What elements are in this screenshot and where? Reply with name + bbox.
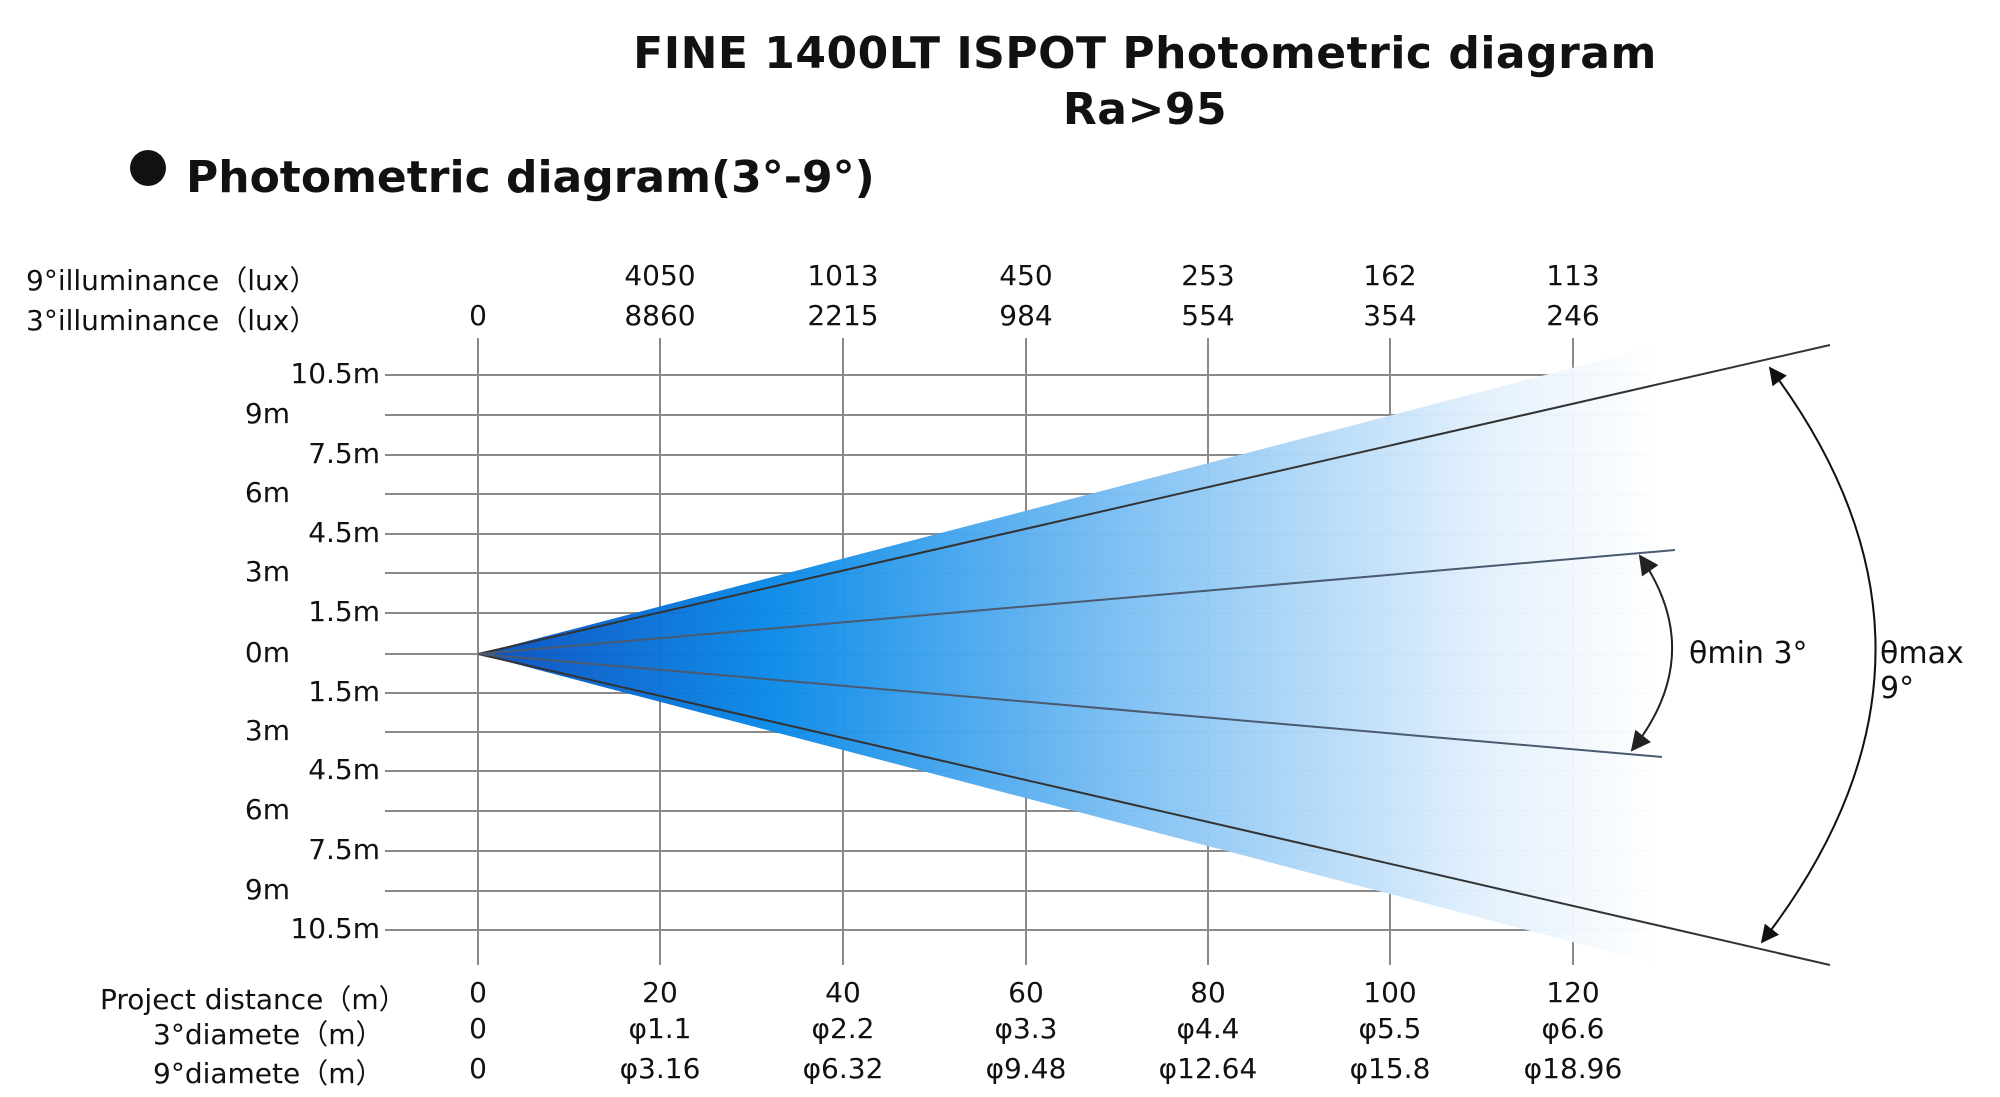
dia9-cell: φ12.64	[1158, 1052, 1258, 1085]
angle-min-label: θmin 3°	[1689, 636, 1808, 671]
beam-9deg	[478, 345, 1660, 965]
diagram-subtitle: Ra>95	[1062, 84, 1228, 135]
beam-9-upper-edge	[477, 344, 1831, 655]
y-axis-label: 3m	[244, 555, 290, 588]
y-axis-label: 9m	[244, 397, 290, 430]
y-axis-label: 10.5m	[290, 357, 380, 390]
y-axis-label: 9m	[244, 873, 290, 906]
beam-3-upper-edge	[477, 549, 1676, 655]
illum9-cell: 162	[1363, 259, 1417, 292]
dia9-cell: φ6.32	[802, 1052, 884, 1085]
illum3-cell: 354	[1363, 299, 1417, 332]
beam-3-lower-edge	[477, 653, 1663, 758]
illum9-cell: 4050	[624, 259, 696, 292]
illum3-cell: 246	[1546, 299, 1600, 332]
y-axis-label: 4.5m	[308, 516, 380, 549]
y-axis-label: 0m	[244, 636, 290, 669]
distance-cell: 120	[1546, 976, 1600, 1009]
dia9-cell: 0	[469, 1052, 487, 1085]
illum3-cell: 554	[1181, 299, 1235, 332]
dia3-cell: φ2.2	[811, 1012, 875, 1045]
dia9-cell: φ3.16	[619, 1052, 701, 1085]
dia3-cell: φ5.5	[1358, 1012, 1422, 1045]
angle-min-arc	[1630, 554, 1673, 752]
angle-max-label: θmax 9°	[1880, 636, 1964, 706]
dia9-cell: φ15.8	[1349, 1052, 1431, 1085]
y-axis-label: 6m	[244, 476, 290, 509]
illum9-cell: 113	[1546, 259, 1600, 292]
dia3-cell: φ3.3	[994, 1012, 1058, 1045]
illum9-cell: 450	[999, 259, 1053, 292]
illum9-cell: 253	[1181, 259, 1235, 292]
distance-cell: 0	[469, 976, 487, 1009]
dia3-cell: φ6.6	[1541, 1012, 1605, 1045]
dia3-cell: φ4.4	[1176, 1012, 1240, 1045]
diagram-title: FINE 1400LT ISPOT Photometric diagram	[633, 28, 1657, 79]
y-axis-label: 7.5m	[308, 437, 380, 470]
illum9-row-label: 9°illuminance（lux）	[26, 264, 318, 297]
section-heading: Photometric diagram(3°-9°)	[130, 150, 875, 203]
dia9-cell: φ18.96	[1523, 1052, 1623, 1085]
distance-cell: 20	[642, 976, 678, 1009]
illum9-cell: 1013	[807, 259, 879, 292]
illum3-cell: 984	[999, 299, 1053, 332]
illum3-cell: 8860	[624, 299, 696, 332]
dia3-cell: 0	[469, 1012, 487, 1045]
dia3-row-label: 3°diamete（m）	[153, 1018, 384, 1051]
dia3-cell: φ1.1	[628, 1012, 692, 1045]
dia9-row-label: 9°diamete（m）	[153, 1057, 384, 1090]
section-heading-text: Photometric diagram(3°-9°)	[186, 152, 875, 203]
illum3-row-label: 3°illuminance（lux）	[26, 304, 318, 337]
distance-cell: 80	[1190, 976, 1226, 1009]
beam-9-lower-edge	[477, 653, 1831, 966]
distance-cell: 40	[825, 976, 861, 1009]
dia9-cell: φ9.48	[985, 1052, 1067, 1085]
y-axis-label: 1.5m	[308, 675, 380, 708]
y-axis-label: 3m	[244, 714, 290, 747]
angle-max-arc	[1760, 366, 1877, 944]
y-axis-label: 6m	[244, 793, 290, 826]
bullet-icon	[130, 150, 166, 186]
y-axis-label: 4.5m	[308, 753, 380, 786]
y-axis-label: 7.5m	[308, 833, 380, 866]
distance-cell: 100	[1363, 976, 1417, 1009]
illum3-cell: 2215	[807, 299, 879, 332]
distance-row-label: Project distance（m）	[100, 983, 407, 1016]
y-axis-label: 10.5m	[290, 912, 380, 945]
illum3-cell: 0	[469, 299, 487, 332]
distance-cell: 60	[1008, 976, 1044, 1009]
y-axis-label: 1.5m	[308, 595, 380, 628]
